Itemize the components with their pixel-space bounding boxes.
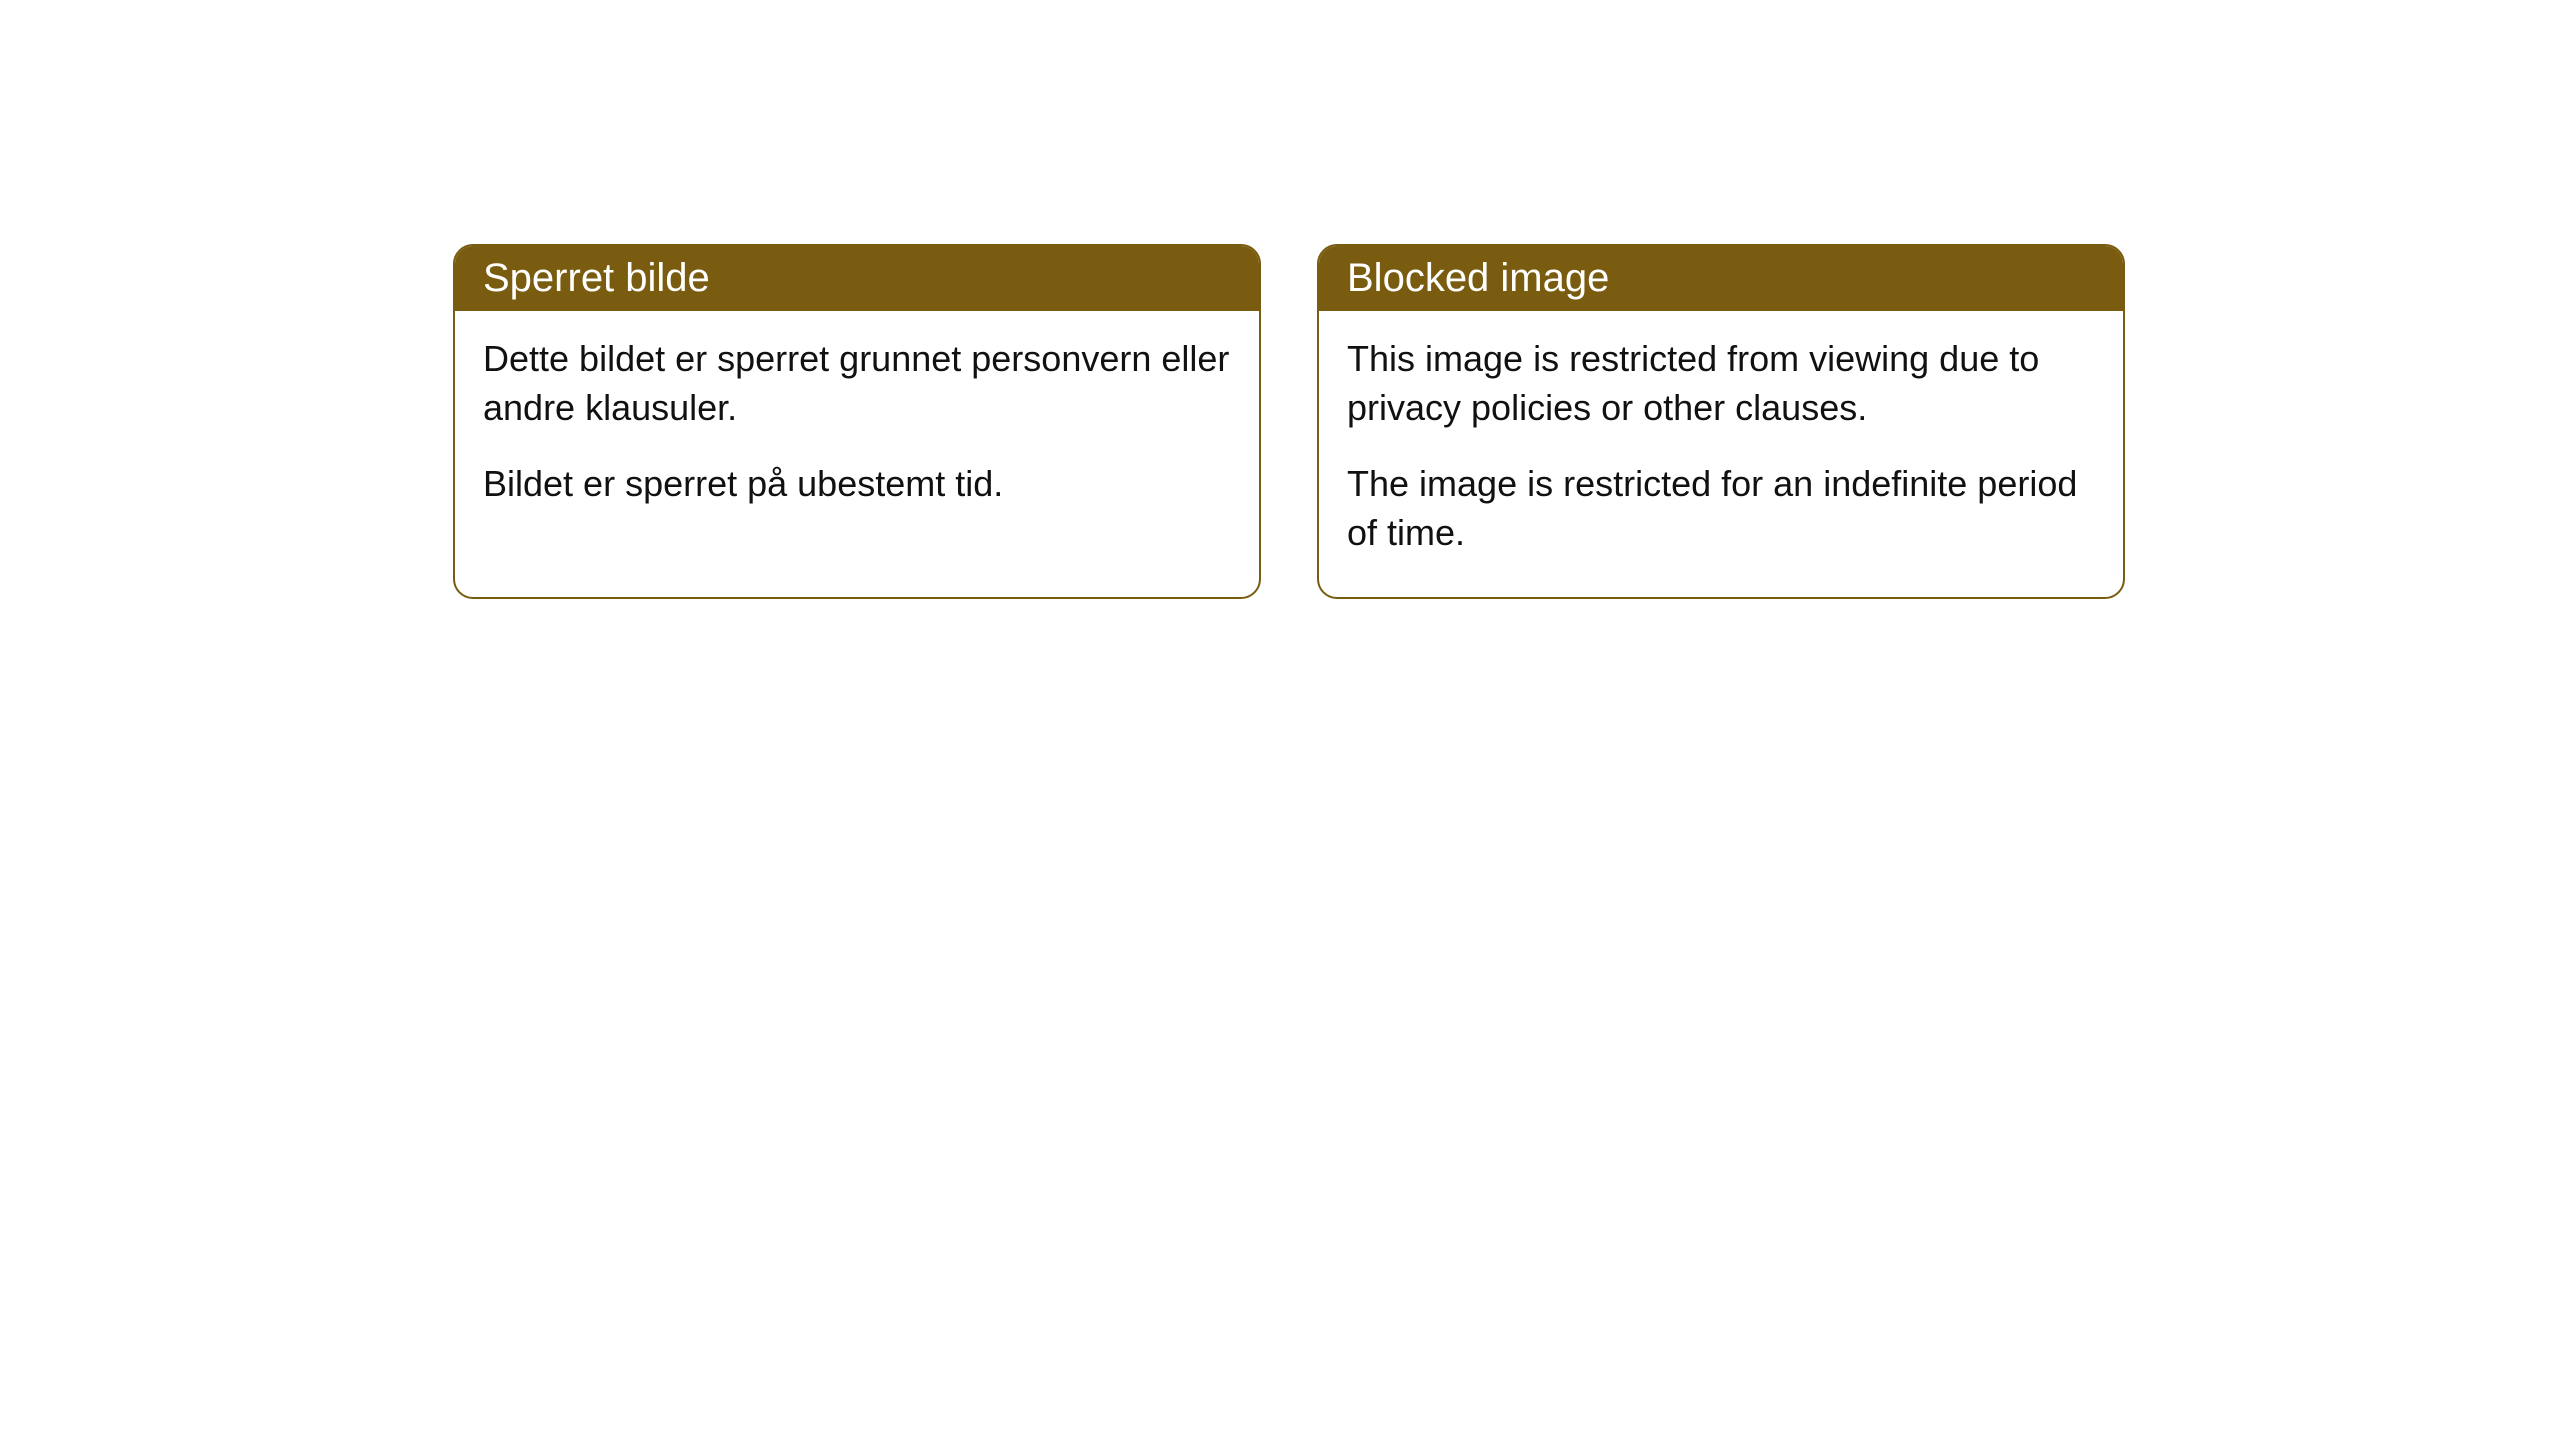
- card-body: This image is restricted from viewing du…: [1319, 311, 2123, 597]
- card-title: Blocked image: [1319, 246, 2123, 311]
- notice-card-english: Blocked image This image is restricted f…: [1317, 244, 2125, 599]
- card-paragraph: Dette bildet er sperret grunnet personve…: [483, 335, 1231, 432]
- notice-cards-container: Sperret bilde Dette bildet er sperret gr…: [453, 244, 2125, 599]
- card-title: Sperret bilde: [455, 246, 1259, 311]
- card-body: Dette bildet er sperret grunnet personve…: [455, 311, 1259, 549]
- card-paragraph: The image is restricted for an indefinit…: [1347, 460, 2095, 557]
- card-paragraph: This image is restricted from viewing du…: [1347, 335, 2095, 432]
- notice-card-norwegian: Sperret bilde Dette bildet er sperret gr…: [453, 244, 1261, 599]
- card-paragraph: Bildet er sperret på ubestemt tid.: [483, 460, 1231, 509]
